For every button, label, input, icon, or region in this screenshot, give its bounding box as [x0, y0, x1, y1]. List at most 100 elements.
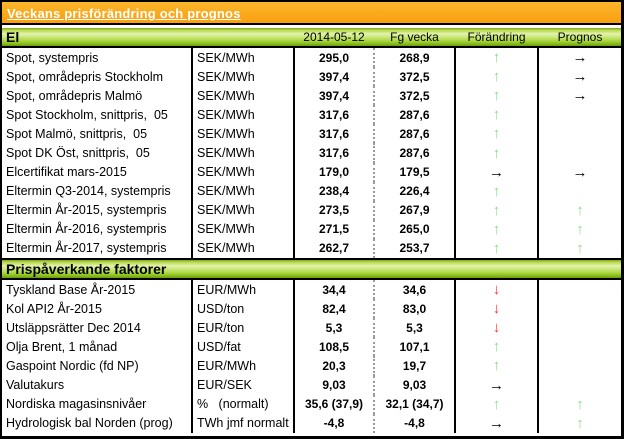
change-arrow: ↑ — [454, 394, 537, 414]
current-value: 238,4 — [293, 181, 373, 201]
current-value: 20,3 — [293, 356, 373, 376]
previous-value: -4,8 — [373, 413, 454, 433]
current-value: 34,4 — [293, 280, 373, 300]
table-row: Spot DK Öst, snittpris, 05 SEK/MWh 317,6 28… — [2, 143, 621, 163]
current-value: 317,6 — [293, 124, 373, 144]
table-row: Eltermin År-2015, systempris SEK/MWh 273,5… — [2, 200, 621, 220]
section-title-el: El — [6, 29, 20, 45]
prognosis-arrow: ↑ — [537, 219, 621, 239]
prognosis-arrow — [537, 181, 621, 201]
current-value: 5,3 — [293, 318, 373, 338]
prognosis-arrow: ↑ — [537, 413, 621, 433]
current-value: 273,5 — [293, 200, 373, 220]
change-arrow: ↑ — [454, 48, 537, 68]
table-row: Spot, systempris SEK/MWh 295,0 268,9 ↑ → — [2, 48, 621, 68]
column-header-previous-week: Fg vecka — [390, 30, 439, 44]
column-header-change: Förändring — [467, 30, 526, 44]
previous-value: 268,9 — [373, 48, 454, 68]
change-arrow: → — [454, 413, 537, 433]
column-header-prognosis: Prognos — [557, 30, 603, 44]
previous-value: 287,6 — [373, 124, 454, 144]
change-arrow: ↑ — [454, 143, 537, 163]
table-row: Gaspoint Nordic (fd NP) EUR/MWh 20,3 19,7 ↑ — [2, 356, 621, 376]
section-header-el: El 2014-05-12 Fg vecka Förändring Progno… — [2, 28, 621, 48]
current-value: 317,6 — [293, 143, 373, 163]
row-unit: SEK/MWh — [191, 238, 293, 259]
prognosis-arrow — [537, 280, 621, 300]
prognosis-arrow: ↑ — [537, 200, 621, 220]
report-title-bar: Veckans prisförändring och prognos — [2, 2, 621, 25]
prognosis-arrow — [537, 375, 621, 395]
table-row: Tyskland Base År-2015 EUR/MWh 34,4 34,6 ↓ — [2, 280, 621, 300]
prognosis-arrow — [537, 143, 621, 163]
row-unit: SEK/MWh — [191, 86, 293, 106]
previous-value: 226,4 — [373, 181, 454, 201]
prognosis-arrow — [537, 356, 621, 376]
row-unit: SEK/MWh — [191, 105, 293, 125]
previous-value: 9,03 — [373, 375, 454, 395]
table-row: Eltermin År-2017, systempris SEK/MWh 262,7… — [2, 238, 621, 259]
report-title: Veckans prisförändring och prognos — [7, 6, 241, 21]
previous-value: 83,0 — [373, 299, 454, 319]
row-unit: USD/ton — [191, 299, 293, 319]
table-row: Spot, områdepris Malmö SEK/MWh 397,4 372,5 ↑… — [2, 86, 621, 106]
change-arrow: ↑ — [454, 337, 537, 357]
row-label: Spot DK Öst, snittpris, 05 — [6, 146, 150, 161]
change-arrow: ↑ — [454, 200, 537, 220]
row-unit: SEK/MWh — [191, 67, 293, 87]
previous-value: 253,7 — [373, 238, 454, 259]
table-row: Elcertifikat mars-2015 SEK/MWh 179,0 179,5 →… — [2, 162, 621, 182]
prognosis-arrow: → — [537, 67, 621, 87]
table-row: Nordiska magasinsnivåer % (normalt) 35,6 (… — [2, 394, 621, 414]
previous-value: 19,7 — [373, 356, 454, 376]
prognosis-arrow: ↑ — [537, 238, 621, 259]
section-header-factors: Prispåverkande faktorer — [2, 258, 621, 281]
prognosis-arrow: → — [537, 162, 621, 182]
current-value: 397,4 — [293, 67, 373, 87]
previous-value: 287,6 — [373, 143, 454, 163]
row-unit: TWh jmf normalt — [191, 413, 293, 433]
row-unit: EUR/SEK — [191, 375, 293, 395]
row-unit: % (normalt) — [191, 394, 293, 414]
table-row: Kol API2 År-2015 USD/ton 82,4 83,0 ↓ — [2, 299, 621, 319]
change-arrow: ↑ — [454, 181, 537, 201]
row-label: Olja Brent, 1 månad — [6, 339, 118, 354]
change-arrow: ↑ — [454, 67, 537, 87]
table-row: Hydrologisk bal Norden (prog) TWh jmf nor… — [2, 413, 621, 433]
current-value: -4,8 — [293, 413, 373, 433]
previous-value: 5,3 — [373, 318, 454, 338]
current-value: 108,5 — [293, 337, 373, 357]
row-unit: EUR/MWh — [191, 356, 293, 376]
previous-value: 107,1 — [373, 337, 454, 357]
row-label: Spot Malmö, snittpris, 05 — [6, 126, 148, 141]
previous-value: 372,5 — [373, 86, 454, 106]
el-section-rows: Spot, systempris SEK/MWh 295,0 268,9 ↑ → Spot,… — [2, 48, 621, 259]
change-arrow: ↑ — [454, 219, 537, 239]
current-value: 271,5 — [293, 219, 373, 239]
row-label: Eltermin År-2017, systempris — [6, 241, 167, 256]
change-arrow: ↑ — [454, 238, 537, 259]
prognosis-arrow — [537, 318, 621, 338]
table-row: Spot Malmö, snittpris, 05 SEK/MWh 317,6 287… — [2, 124, 621, 144]
table-row: Valutakurs EUR/SEK 9,03 9,03 → — [2, 375, 621, 395]
row-unit: SEK/MWh — [191, 48, 293, 68]
row-unit: SEK/MWh — [191, 181, 293, 201]
row-unit: EUR/ton — [191, 318, 293, 338]
current-value: 9,03 — [293, 375, 373, 395]
row-unit: EUR/MWh — [191, 280, 293, 300]
prognosis-arrow — [537, 105, 621, 125]
change-arrow: ↓ — [454, 280, 537, 300]
row-label: Elcertifikat mars-2015 — [6, 165, 127, 180]
prognosis-arrow: → — [537, 86, 621, 106]
change-arrow: ↑ — [454, 356, 537, 376]
table-row: Spot, områdepris Stockholm SEK/MWh 397,4 37… — [2, 67, 621, 87]
row-label: Spot, områdepris Malmö — [6, 88, 143, 103]
table-row: Olja Brent, 1 månad USD/fat 108,5 107,1 ↑ — [2, 337, 621, 357]
section-title-factors: Prispåverkande faktorer — [6, 261, 167, 278]
change-arrow: ↑ — [454, 86, 537, 106]
prognosis-arrow: → — [537, 48, 621, 68]
row-label: Eltermin År-2015, systempris — [6, 203, 167, 218]
row-unit: SEK/MWh — [191, 143, 293, 163]
row-label: Utsläppsrätter Dec 2014 — [6, 320, 141, 335]
